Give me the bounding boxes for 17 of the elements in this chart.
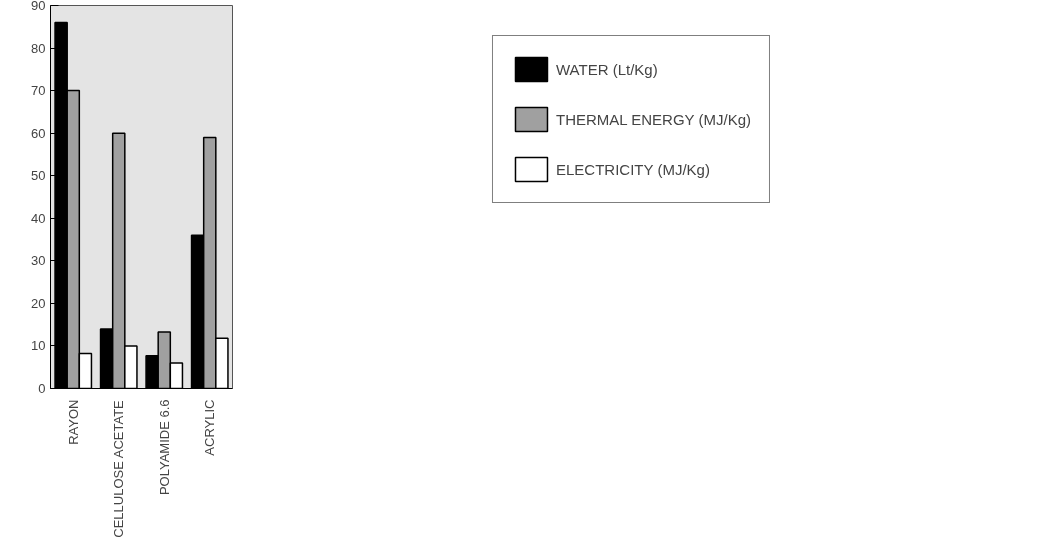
y-tick-label: 90 [31,0,46,13]
x-tick-label: POLYAMIDE 6.6 [156,399,172,496]
x-tick-label: ACRYLIC [202,399,218,456]
legend-label: ELECTRICITY (MJ/Kg) [555,160,710,178]
legend-label: WATER (Lt/Kg) [555,60,658,78]
y-tick-label: 40 [31,210,46,226]
y-tick-label: 60 [31,125,46,141]
y-tick-label: 50 [31,168,46,184]
y-tick-label: 20 [31,295,46,311]
y-tick-label: 0 [38,381,46,396]
y-tick-label: 10 [31,338,46,354]
x-tick-label: CELLULOSE ACETATE [111,399,127,538]
legend-label: THERMAL ENERGY (MJ/Kg) [555,110,752,128]
y-tick-label: 70 [31,83,46,99]
x-tick-label: RAYON [65,399,81,445]
y-tick-label: 80 [31,40,46,56]
y-tick-label: 30 [31,253,46,269]
